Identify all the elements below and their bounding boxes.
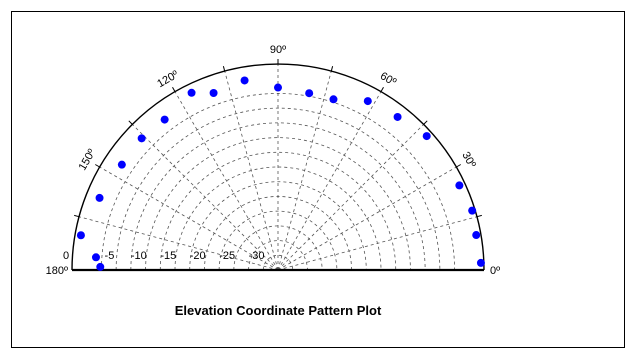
- grid-ring: [233, 225, 323, 271]
- data-points: [76, 76, 485, 271]
- data-point: [476, 258, 485, 267]
- radial-tick-label: 0: [63, 250, 69, 262]
- grid-spoke: [99, 166, 279, 271]
- data-point: [160, 115, 169, 124]
- grid-spoke: [132, 124, 279, 271]
- grid-spoke: [174, 91, 279, 271]
- arc-tick: [172, 87, 176, 92]
- data-point: [274, 83, 282, 92]
- angle-tick-label: 90º: [270, 44, 286, 56]
- data-point: [96, 262, 105, 271]
- arc-tick: [74, 214, 80, 218]
- angle-tick-label: 30º: [459, 150, 478, 170]
- radial-tick-label: -20: [190, 250, 206, 262]
- data-point: [137, 134, 146, 143]
- grid-spoke: [277, 166, 457, 271]
- arc-tick: [330, 66, 334, 72]
- grid-ring: [130, 122, 426, 271]
- chart-border: [11, 11, 625, 348]
- grid-spoke: [277, 91, 382, 271]
- angle-tick-label: 60º: [378, 70, 398, 89]
- arc-tick: [95, 164, 100, 168]
- radial-tick-label: -15: [160, 250, 176, 262]
- arc-tick: [380, 87, 384, 92]
- grid-ring: [218, 210, 338, 271]
- radial-tick-label: -5: [105, 250, 115, 262]
- data-point: [305, 89, 314, 98]
- grid-spoke: [277, 216, 478, 271]
- outer-arc: [71, 63, 485, 271]
- chart-title: Elevation Coordinate Pattern Plot: [175, 303, 382, 318]
- grid: [71, 59, 485, 272]
- grid-ring: [174, 166, 382, 271]
- grid-ring: [189, 181, 367, 271]
- data-point: [393, 112, 402, 121]
- angle-tick-label: 150º: [77, 147, 99, 172]
- data-point: [329, 95, 338, 104]
- radial-tick-label: -25: [219, 250, 235, 262]
- radial-tick-label: -30: [249, 250, 265, 262]
- grid-ring: [159, 151, 397, 271]
- angle-tick-label: 120º: [155, 69, 180, 91]
- data-point: [455, 181, 464, 190]
- data-point: [240, 76, 249, 85]
- data-point: [76, 231, 85, 240]
- tick-labels: 0º 30º 60º 90º 120º 150º 180º 0 -5 -10 -15 -20 -25 -3…: [46, 44, 501, 277]
- arc-tick: [423, 120, 428, 125]
- data-point: [422, 132, 431, 141]
- grid-spoke: [78, 216, 279, 271]
- grid-ring: [115, 107, 441, 271]
- angle-tick-label: 0º: [490, 265, 500, 277]
- grid-ring: [248, 240, 308, 271]
- arc-tick: [476, 214, 482, 218]
- data-point: [187, 88, 196, 97]
- grid-spoke: [277, 70, 332, 271]
- data-point: [91, 253, 100, 262]
- arc-tick: [456, 164, 461, 168]
- data-point: [95, 193, 104, 202]
- grid-spoke: [277, 124, 424, 271]
- grid-spoke: [224, 70, 279, 271]
- angle-tick-label: 180º: [46, 265, 68, 277]
- data-point: [209, 89, 218, 98]
- data-point: [468, 206, 477, 215]
- arc-tick: [128, 120, 133, 125]
- radial-tick-label: -10: [131, 250, 147, 262]
- arc-tick: [222, 66, 226, 72]
- data-point: [472, 231, 481, 240]
- data-point: [117, 160, 126, 169]
- data-point: [363, 97, 372, 106]
